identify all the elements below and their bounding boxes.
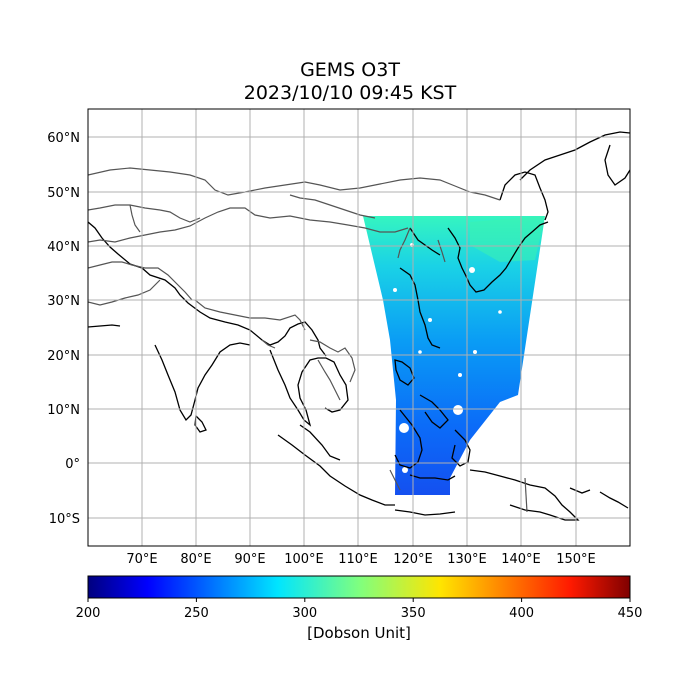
- lon-tick-label: 100°E: [284, 552, 324, 567]
- lon-tick-label: 70°E: [126, 552, 157, 567]
- colorbar: [87, 575, 631, 599]
- colorbar-tick-label: 450: [618, 606, 643, 621]
- map-title: GEMS O3T: [300, 59, 400, 81]
- colorbar-tick-label: 400: [509, 606, 534, 621]
- coastlines: [88, 131, 630, 521]
- lat-tick-labels: 60°N 50°N 40°N 30°N 20°N 10°N 0° 10°S: [47, 131, 80, 527]
- ozone-high-patch: [470, 216, 545, 262]
- lat-tick-label: 50°N: [47, 186, 80, 201]
- graticule: [88, 109, 630, 546]
- lat-tick-label: 30°N: [47, 294, 80, 309]
- lat-tick-label: 20°N: [47, 349, 80, 364]
- map-background: [88, 109, 630, 546]
- lon-tick-label: 110°E: [338, 552, 378, 567]
- colorbar-tick-label: 250: [184, 606, 209, 621]
- colorbar-tick-label: 350: [401, 606, 426, 621]
- lon-tick-label: 150°E: [556, 552, 596, 567]
- lat-tick-label: 0°: [65, 457, 80, 472]
- lon-tick-labels: 70°E 80°E 90°E 100°E 110°E 120°E 130°E 1…: [126, 552, 595, 567]
- colorbar-unit-label: [Dobson Unit]: [307, 624, 411, 642]
- lat-tick-label: 60°N: [47, 131, 80, 146]
- country-borders: [88, 167, 528, 513]
- lat-tick-label: 10°N: [47, 403, 80, 418]
- lat-tick-label: 10°S: [49, 512, 80, 527]
- lon-tick-label: 140°E: [501, 552, 541, 567]
- lat-tick-label: 40°N: [47, 240, 80, 255]
- lon-tick-label: 130°E: [447, 552, 487, 567]
- map-subtitle-datetime: 2023/10/10 09:45 KST: [243, 82, 457, 104]
- colorbar-tick-label: 200: [76, 606, 101, 621]
- colorbar-ticks: [87, 598, 631, 602]
- lon-tick-label: 120°E: [393, 552, 433, 567]
- lon-tick-label: 80°E: [180, 552, 211, 567]
- colorbar-tick-label: 300: [292, 606, 317, 621]
- map-frame: [87, 108, 631, 547]
- lon-tick-label: 90°E: [234, 552, 265, 567]
- colorbar-tick-labels: 200 250 300 350 400 450: [76, 606, 643, 621]
